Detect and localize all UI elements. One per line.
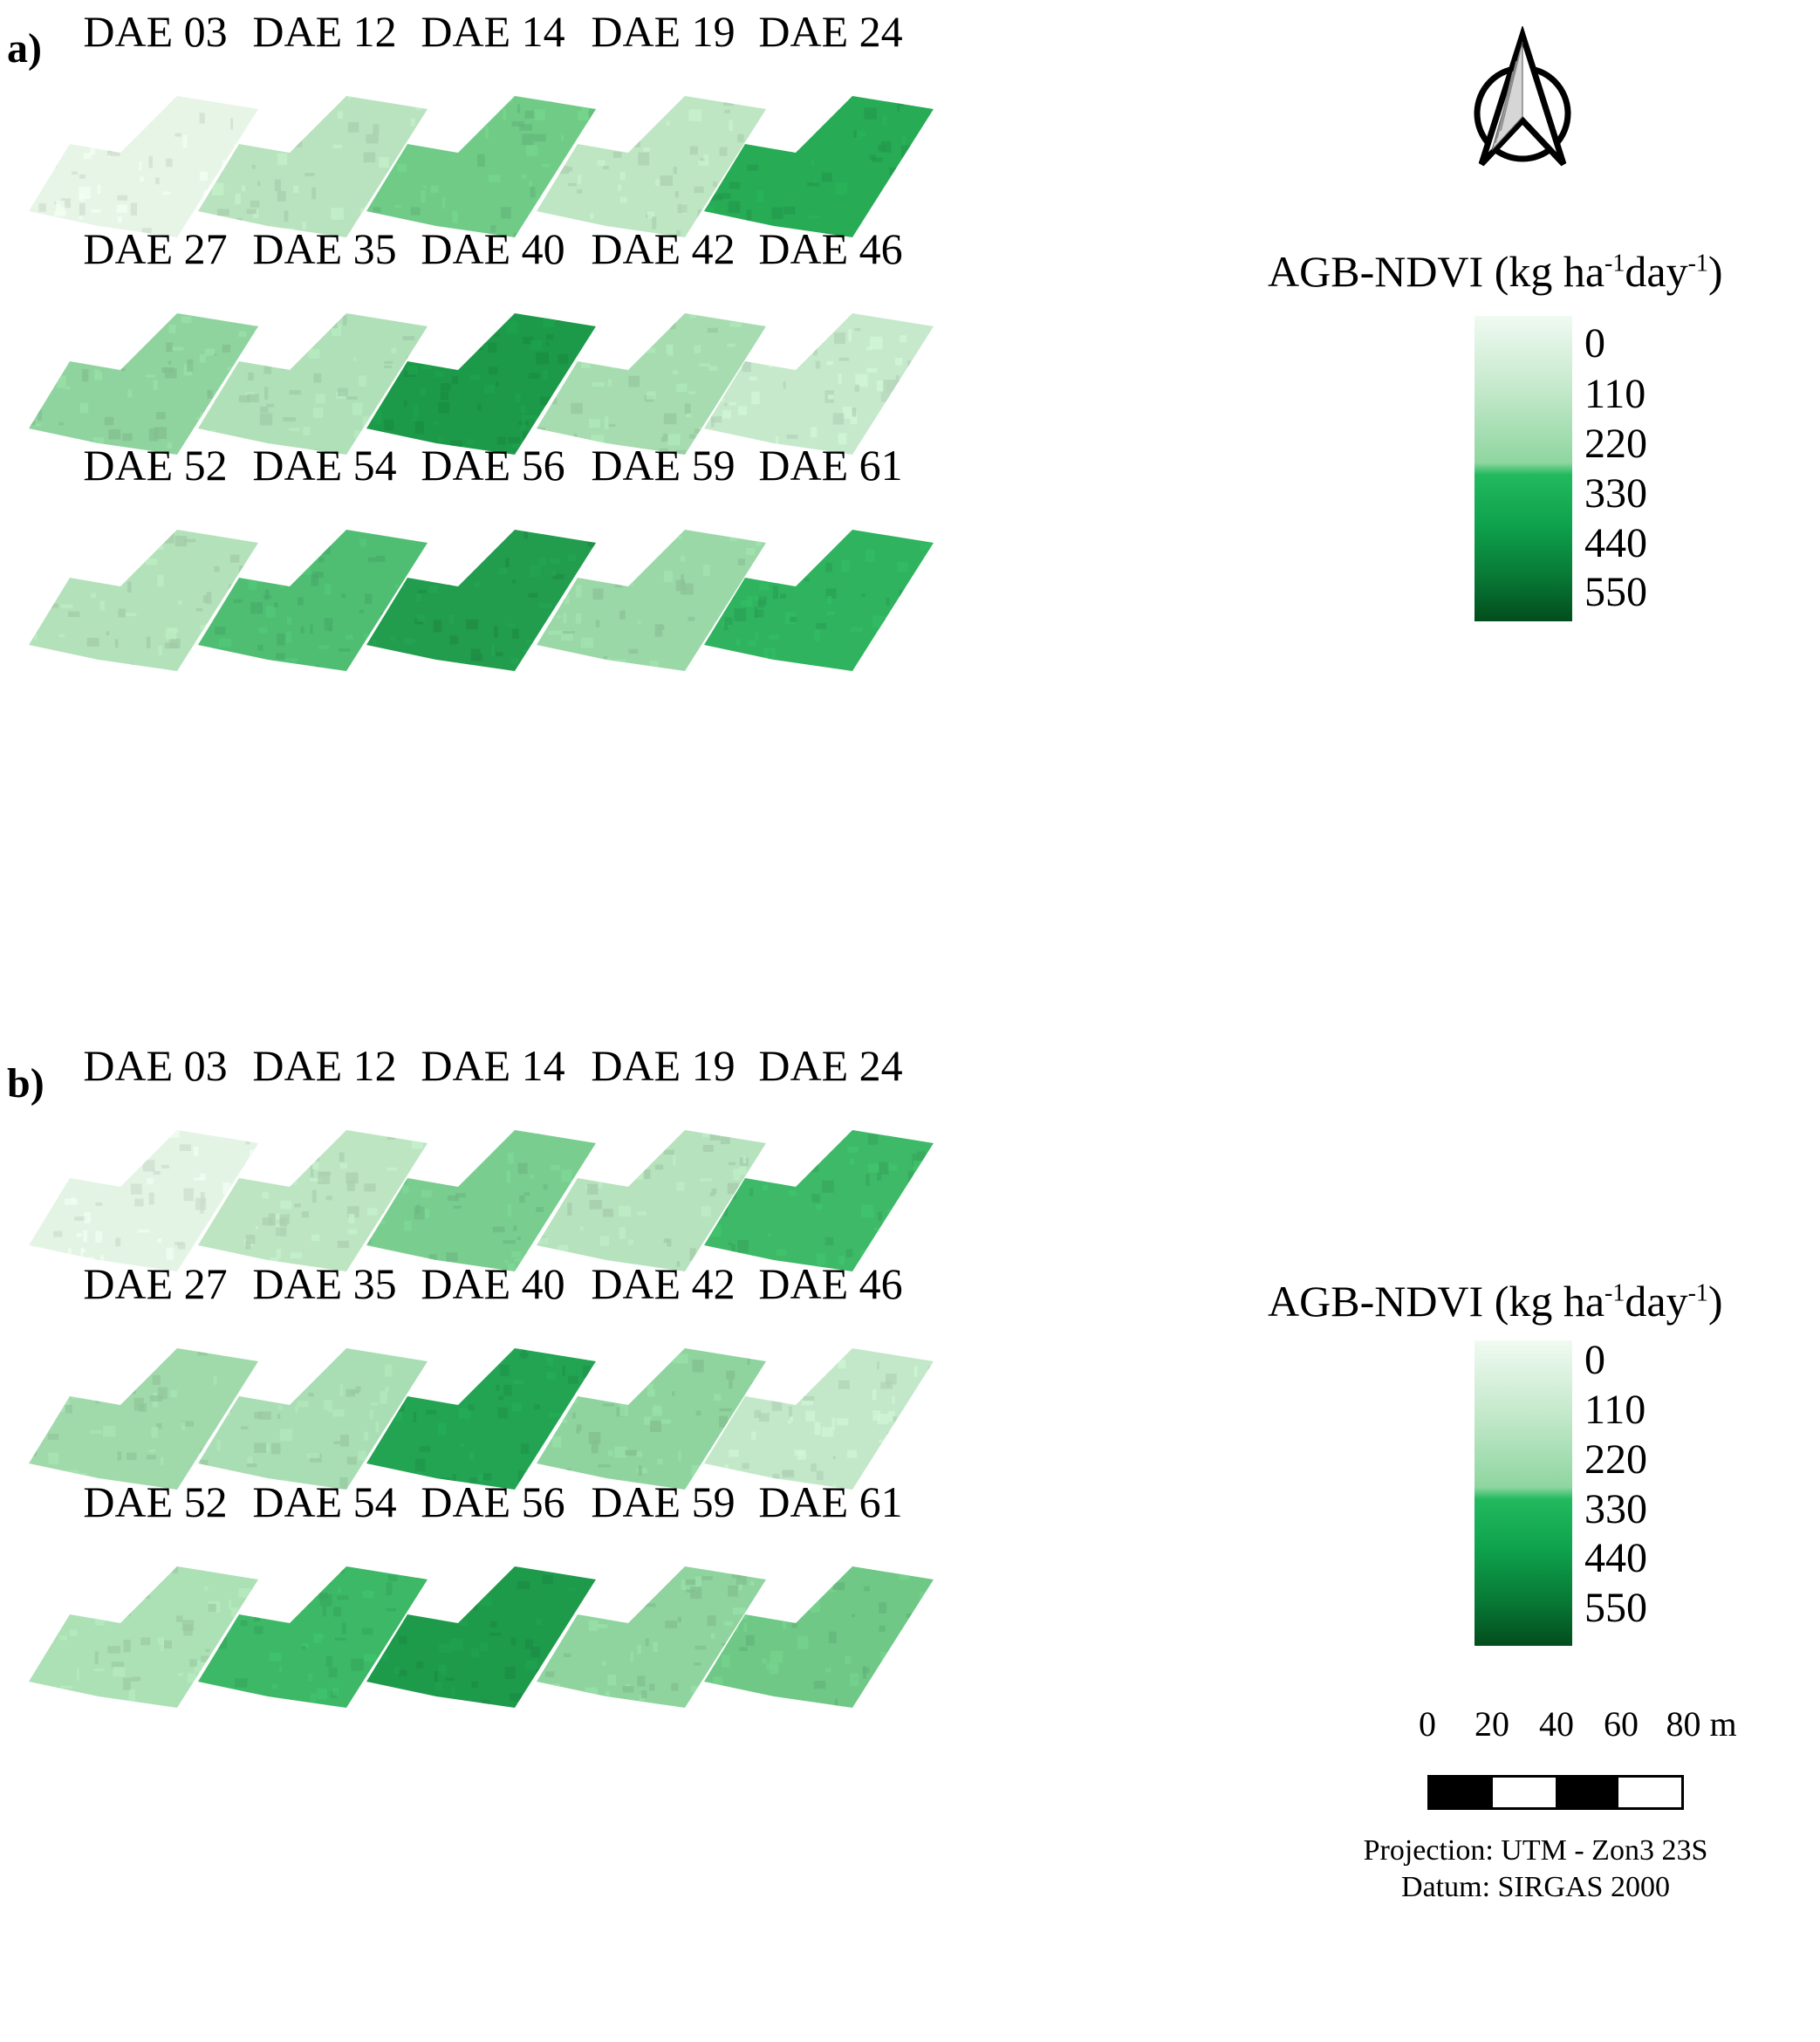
legend-tick: 220: [1584, 421, 1647, 467]
legend-tick: 330: [1584, 1486, 1647, 1532]
scale-labels: 0 20 40 60 80 m: [1413, 1703, 1762, 1747]
map-title: DAE 40: [421, 1259, 565, 1308]
panel-label: a): [7, 25, 42, 72]
panel-a: a) DAE 03 DAE 12 DAE 14 DAE 19 DAE 24 DAE 27 D…: [0, 0, 1820, 1002]
map-grid: [29, 1130, 934, 1708]
map-title: DAE 12: [252, 1041, 397, 1090]
map-title: DAE 61: [758, 441, 903, 490]
legend-tick: 330: [1584, 470, 1647, 517]
map-title: DAE 52: [83, 1477, 228, 1526]
map-title: DAE 27: [83, 1259, 228, 1308]
legend-tick: 550: [1584, 569, 1647, 615]
north-arrow-icon: [1474, 26, 1571, 167]
legend-tick: 440: [1584, 1535, 1647, 1581]
map-title: DAE 42: [591, 224, 736, 273]
map-title: DAE 24: [758, 7, 903, 56]
legend-tick: 440: [1584, 520, 1647, 566]
legend-color-ramp: [1474, 1340, 1572, 1646]
map-title: DAE 54: [252, 441, 397, 490]
legend-title: AGB-NDVI (kg ha-1day-1): [1268, 247, 1723, 296]
map-title: DAE 03: [83, 7, 228, 56]
scale-label: 20: [1474, 1704, 1509, 1744]
map-title: DAE 24: [758, 1041, 903, 1090]
map-title: DAE 56: [421, 1477, 565, 1526]
legend-tick: 110: [1584, 1387, 1646, 1433]
map-title: DAE 35: [252, 224, 397, 273]
legend-color-ramp: [1474, 316, 1572, 621]
scale-label: 60: [1604, 1704, 1639, 1744]
map-title: DAE 59: [591, 1477, 736, 1526]
legend-tick: 0: [1584, 1337, 1605, 1383]
map-title: DAE 56: [421, 441, 565, 490]
map-title: DAE 19: [591, 1041, 736, 1090]
map-title: DAE 46: [758, 1259, 903, 1308]
scale-label: 0: [1419, 1704, 1436, 1744]
scale-label: 40: [1539, 1704, 1574, 1744]
map-title: DAE 19: [591, 7, 736, 56]
panel-label: b): [7, 1060, 44, 1107]
scale-label: 80 m: [1666, 1704, 1737, 1744]
map-title: DAE 12: [252, 7, 397, 56]
map-title: DAE 54: [252, 1477, 397, 1526]
map-title: DAE 42: [591, 1259, 736, 1308]
scale-bar: [1427, 1775, 1684, 1810]
map-title: DAE 52: [83, 441, 228, 490]
map-grid: [29, 96, 934, 671]
map-title: DAE 61: [758, 1477, 903, 1526]
legend-tick: 0: [1584, 320, 1605, 367]
panel-b: b) DAE 03 DAE 12 DAE 14 DAE 19 DAE 24 DAE 27 D…: [0, 1040, 1820, 2042]
legend-tick: 110: [1584, 371, 1646, 417]
map-title: DAE 46: [758, 224, 903, 273]
map-title: DAE 14: [421, 1041, 565, 1090]
field-map-dae-03: [29, 1130, 258, 1271]
map-title: DAE 59: [591, 441, 736, 490]
map-title: DAE 27: [83, 224, 228, 273]
projection-text: Projection: UTM - Zon3 23S: [1363, 1834, 1708, 1867]
legend-title: AGB-NDVI (kg ha-1day-1): [1268, 1277, 1723, 1326]
legend-tick: 550: [1584, 1585, 1647, 1631]
map-title: DAE 35: [252, 1259, 397, 1308]
map-title: DAE 40: [421, 224, 565, 273]
legend-tick: 220: [1584, 1436, 1647, 1483]
map-title: DAE 14: [421, 7, 565, 56]
datum-text: Datum: SIRGAS 2000: [1401, 1871, 1670, 1903]
map-title: DAE 03: [83, 1041, 228, 1090]
